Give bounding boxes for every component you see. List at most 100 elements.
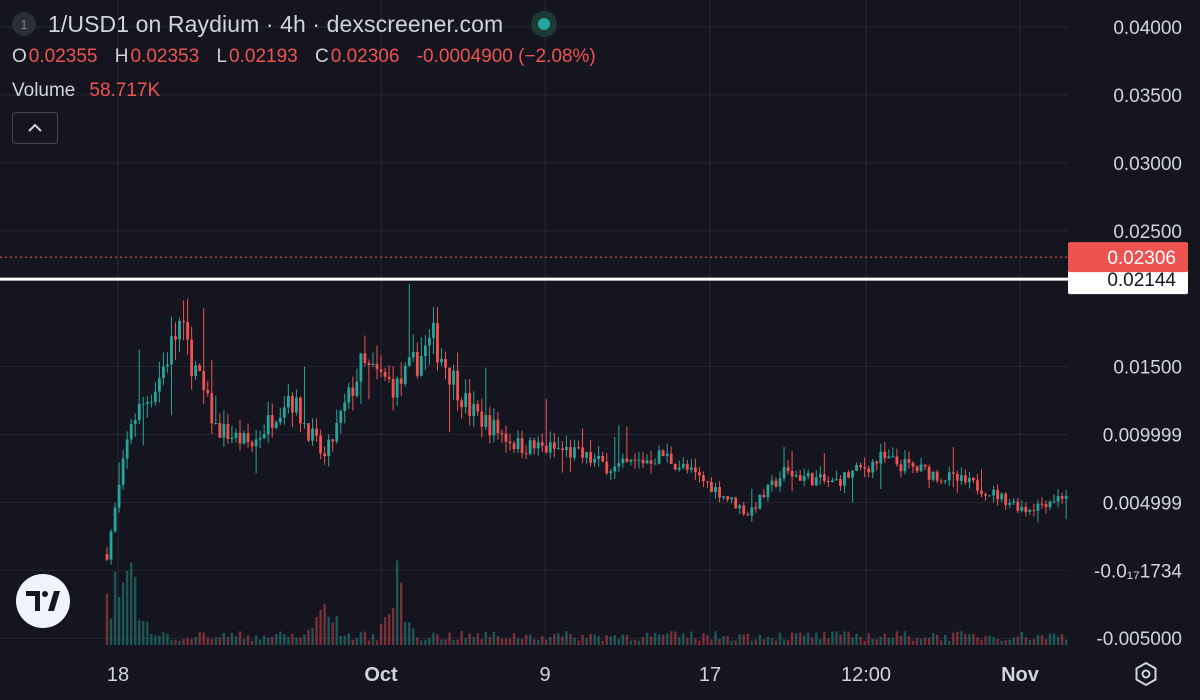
volume-bar [105,593,109,645]
volume-bar [202,632,205,645]
candle-body [1060,496,1064,499]
volume-bar [879,636,882,645]
candle-body [496,419,500,434]
volume-bar [138,620,141,645]
candle-body [794,475,798,477]
volume-bar [432,632,435,645]
collapse-legend-button[interactable] [12,112,58,144]
candle-body [363,353,367,363]
candle-body [762,494,766,498]
volume-bar [907,636,911,645]
volume-bar [379,624,383,645]
candle-body [802,476,806,481]
volume-bar [512,633,516,645]
volume-bar [134,576,137,645]
candle-body [714,487,717,493]
volume-bar [674,631,677,645]
volume-bar [935,634,939,645]
volume-bar [1008,639,1011,645]
volume-bar [464,638,467,645]
candle-body [556,448,560,450]
candle-body [899,464,903,472]
volume-bar [166,633,169,645]
candle-body [835,479,838,481]
candle-body [931,471,935,480]
volume-bar [214,637,218,645]
candle-body [657,450,661,464]
candle-body [560,448,564,451]
volume-bar [117,596,121,645]
volume-bar [811,637,814,645]
candle-body [178,320,181,340]
volume-bar [996,638,999,645]
candle-body [436,323,439,363]
volume-bar [637,640,641,645]
candle-body [299,397,302,424]
candle-body [440,358,443,363]
volume-bar [146,621,149,645]
grid-lines [0,0,1068,645]
candle-body [403,365,407,384]
candle-body [500,433,504,435]
tradingview-logo[interactable] [16,574,70,628]
volume-bar [383,617,387,645]
volume-bar [823,632,826,645]
volume-bar [254,635,258,645]
volume-bar [726,636,729,645]
volume-bar [492,632,496,645]
candle-body [810,473,814,486]
high-value: 0.02353 [130,46,200,67]
candle-body [524,453,528,455]
volume-bar [162,632,165,645]
candle-body [831,480,834,483]
volume-bars [105,560,1068,645]
candle-body [520,438,524,454]
candle-body [847,472,850,478]
volume-bar [1060,634,1064,645]
volume-bar [992,637,995,645]
volume-bar [774,640,778,645]
candle-body [927,466,931,480]
volume-bar [661,634,665,645]
volume-bar [1016,636,1019,645]
volume-bar [504,638,508,645]
candle-body [532,440,536,449]
pane-number-badge[interactable]: 1 [12,12,36,36]
candle-body [137,403,141,421]
volume-bar [710,639,713,645]
candle-body [681,463,685,468]
gear-icon[interactable] [1132,660,1160,688]
candle-body [996,489,1000,500]
volume-bar [851,637,854,645]
low-value: 0.02193 [229,46,298,67]
candle-body [456,370,460,401]
candle-body [726,496,730,500]
volume-bar [428,638,431,645]
candle-body [814,477,818,486]
candle-body [911,462,915,467]
candle-body [492,419,496,436]
volume-bar [412,628,415,645]
volume-bar [577,640,580,645]
volume-bar [287,636,290,645]
y-tick-label: -0.005000 [1096,629,1182,650]
volume-bar [1032,639,1036,645]
volume-bar [561,636,564,645]
volume-bar [766,636,770,645]
volume-bar [641,637,645,645]
candle-body [508,441,512,444]
volume-bar [109,618,113,645]
candle-body [774,480,778,487]
candle-body [133,420,137,424]
candle-body [262,433,266,439]
y-tick-label: 0.03500 [1113,86,1182,107]
candle-body [689,467,693,470]
candle-body [782,467,786,479]
volume-bar [476,633,479,645]
candle-body [540,442,544,446]
candle-body [786,467,790,471]
volume-bar [778,632,782,645]
volume-bar [174,639,177,645]
volume-bar [315,616,318,645]
